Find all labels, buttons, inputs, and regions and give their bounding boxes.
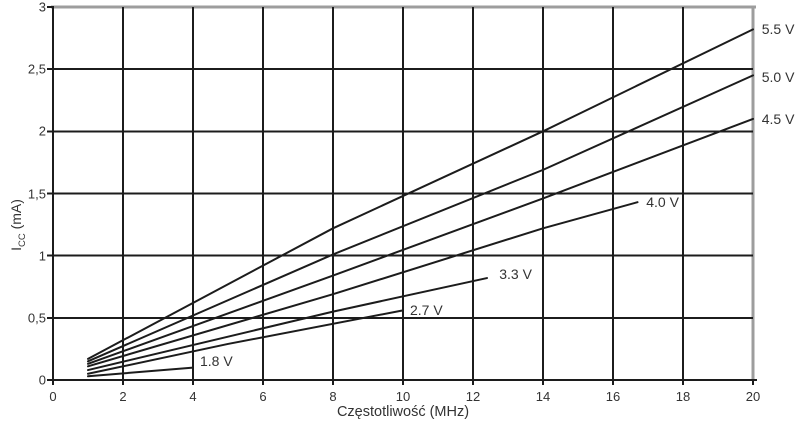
series-label-3.3v: 3.3 V <box>499 266 532 283</box>
x-tick-label-12: 12 <box>465 389 481 404</box>
x-tick-label-6: 6 <box>259 389 267 404</box>
series-line-4.5v <box>87 117 754 365</box>
y-axis-subscript: CC <box>16 233 28 248</box>
y-tick-label-1: 1 <box>38 248 46 264</box>
y-tick-label-2: 2 <box>38 123 46 139</box>
series-label-5.5v: 5.5 V <box>761 21 795 38</box>
y-tick-label-1-5: 1,5 <box>27 186 46 201</box>
series-label-5.0v: 5.0 V <box>761 68 795 85</box>
series-label-4.0v: 4.0 V <box>646 194 679 211</box>
x-tick-label-18: 18 <box>675 389 691 404</box>
series-line-4.0v <box>87 201 639 368</box>
series-line-5.5v <box>87 28 754 360</box>
x-tick-label-14: 14 <box>535 389 551 404</box>
x-tick-label-8: 8 <box>329 389 337 404</box>
x-axis-title: Częstotliwość (MHz) <box>336 404 470 420</box>
series-label-1.8v: 1.8 V <box>200 353 233 370</box>
x-tick-label-2: 2 <box>119 389 127 404</box>
series-label-2.7v: 2.7 V <box>410 302 443 319</box>
x-tick-label-20: 20 <box>745 389 761 404</box>
y-axis-title: ICC (mA) <box>8 165 28 285</box>
x-tick-label-16: 16 <box>605 389 621 404</box>
x-tick-label-0: 0 <box>49 389 57 404</box>
series-line-3.3v <box>87 277 488 372</box>
series-label-4.5v: 4.5 V <box>761 110 795 127</box>
y-tick-label-0: 0 <box>38 372 46 388</box>
y-tick-label-0-5: 0,5 <box>27 310 46 326</box>
x-tick-label-4: 4 <box>189 389 197 404</box>
y-tick-label-3: 3 <box>38 0 46 15</box>
y-tick-label-2-5: 2,5 <box>27 61 46 77</box>
x-tick-label-10: 10 <box>395 389 411 404</box>
series-line-5.0v <box>87 74 754 363</box>
series-line-1.8v <box>87 366 194 378</box>
y-axis-unit: (mA) <box>8 199 24 234</box>
series-line-2.7v <box>87 309 404 375</box>
